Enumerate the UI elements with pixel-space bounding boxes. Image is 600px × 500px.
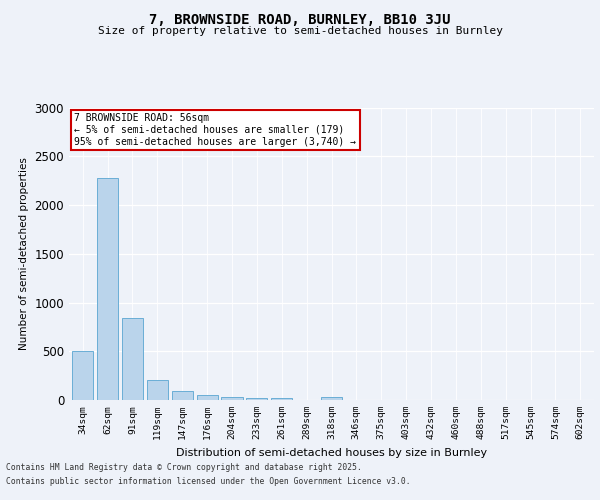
Bar [271,398,292,400]
Bar [122,318,143,400]
Bar [246,398,268,400]
Bar [197,394,218,400]
Bar [97,178,118,400]
X-axis label: Distribution of semi-detached houses by size in Burnley: Distribution of semi-detached houses by … [176,448,487,458]
Text: Size of property relative to semi-detached houses in Burnley: Size of property relative to semi-detach… [97,26,503,36]
Text: 7 BROWNSIDE ROAD: 56sqm
← 5% of semi-detached houses are smaller (179)
95% of se: 7 BROWNSIDE ROAD: 56sqm ← 5% of semi-det… [74,114,356,146]
Bar [221,396,242,400]
Text: 7, BROWNSIDE ROAD, BURNLEY, BB10 3JU: 7, BROWNSIDE ROAD, BURNLEY, BB10 3JU [149,12,451,26]
Bar [147,380,168,400]
Bar [172,390,193,400]
Text: Contains public sector information licensed under the Open Government Licence v3: Contains public sector information licen… [6,477,410,486]
Bar [72,351,93,400]
Text: Contains HM Land Registry data © Crown copyright and database right 2025.: Contains HM Land Registry data © Crown c… [6,464,362,472]
Y-axis label: Number of semi-detached properties: Number of semi-detached properties [19,158,29,350]
Bar [321,397,342,400]
